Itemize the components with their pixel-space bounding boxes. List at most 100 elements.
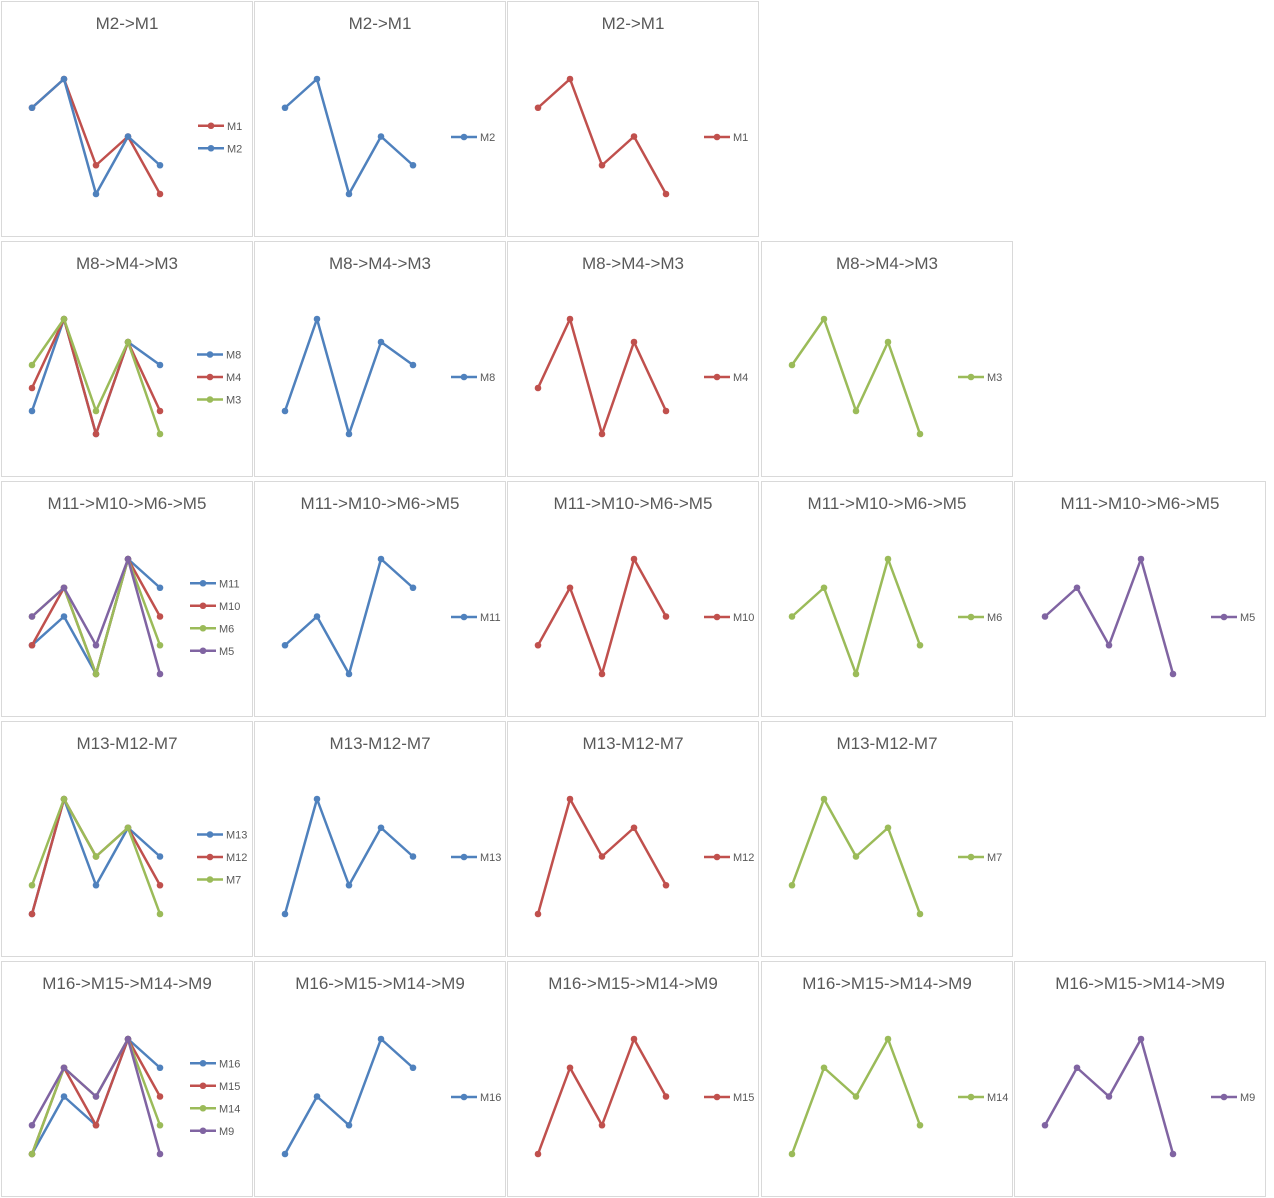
series-line-M11 [31,557,161,676]
legend-label-M7: M7 [226,875,241,887]
chart-panel: M11->M10->M6->M5 M10 [507,481,759,717]
chart-panel: M2->M1 M1 M2 [1,1,253,237]
legend-marker-M7 [206,876,214,883]
chart-title: M8->M4->M3 [75,254,179,273]
data-point-M12-4 [630,824,638,832]
line-chart: M15 [534,1035,754,1158]
legend-label-M4: M4 [733,372,748,384]
data-point-M14-1 [788,1150,796,1158]
legend-label-M13: M13 [480,852,501,864]
series-line-M6 [791,557,922,676]
data-point-M4-5 [156,407,164,415]
legend-marker-M16 [460,1093,468,1101]
chart-title: M11->M10->M6->M5 [1060,494,1220,513]
data-point-M11-2 [313,613,321,620]
chart-title: M11->M10->M6->M5 [807,494,967,513]
legend-marker-M11 [199,579,207,587]
chart-title: M13-M12-M7 [582,734,684,753]
data-point-M3-1 [28,361,36,369]
legend-marker-M14 [967,1093,975,1101]
line-chart: M8 [281,315,495,438]
line-chart: M16 [281,1035,501,1158]
data-point-M5-3 [1105,641,1113,649]
chart-title: M13-M12-M7 [329,734,431,753]
legend-marker-M12 [713,853,721,861]
legend-label-M11: M11 [219,578,240,590]
chart-panel: M16->M15->M14->M9 M14 [761,961,1013,1197]
chart-panel: M11->M10->M6->M5 M5 [1014,481,1266,717]
legend-marker-M1 [713,133,721,141]
data-point-M15-3 [598,1121,606,1129]
data-point-M8-2 [313,315,321,323]
legend-label-M4: M4 [226,372,241,384]
data-point-M3-2 [60,315,68,323]
series-line-M16 [283,1037,414,1155]
legend-marker-M6 [967,613,975,621]
data-point-M2-1 [28,104,36,112]
legend-label-M2: M2 [227,143,242,155]
legend-label-M9: M9 [219,1126,234,1138]
chart-panel: M2->M1 M2 [254,1,506,237]
legend-marker-M5 [1220,613,1228,621]
legend-label-M15: M15 [219,1081,240,1093]
data-point-M11-1 [281,641,289,649]
legend-marker-M3 [206,396,214,403]
line-chart: M2 [281,75,495,198]
chart-title: M13-M12-M7 [836,734,938,753]
data-point-M15-5 [662,1093,670,1100]
data-point-M1-5 [662,190,670,198]
legend-marker-M9 [199,1127,207,1135]
data-point-M5-4 [1137,555,1145,563]
legend-label-M6: M6 [987,612,1002,624]
data-point-M1-3 [598,161,606,169]
data-point-M5-1 [1041,613,1049,620]
legend-label-M5: M5 [219,646,234,658]
data-point-M6-5 [156,641,164,649]
data-point-M2-1 [281,104,289,112]
legend-label-M14: M14 [987,1092,1008,1104]
chart-panel: M16->M15->M14->M9 M16 M15 M14 M9 [1,961,253,1197]
chart-panel: M13-M12-M7 M13 M12 M7 [1,721,253,957]
data-point-M2-5 [156,161,164,169]
legend-label-M3: M3 [226,395,241,407]
data-point-M3-1 [788,361,796,369]
line-chart: M1 [534,75,748,198]
data-point-M15-1 [534,1150,542,1158]
data-point-M16-2 [313,1093,321,1100]
data-point-M1-4 [630,133,638,140]
data-point-M8-5 [409,361,417,369]
chart-title: M16->M15->M14->M9 [1055,974,1225,993]
series-line-M4 [536,317,668,436]
legend-marker-M2 [207,144,215,152]
data-point-M3-5 [156,430,164,438]
data-point-M4-4 [630,338,638,346]
data-point-M1-1 [534,104,542,112]
data-point-M2-5 [409,161,417,169]
legend-label-M10: M10 [733,612,754,624]
data-point-M9-5 [1169,1150,1177,1158]
data-point-M9-3 [92,1093,100,1100]
data-point-M6-3 [92,670,100,678]
legend-marker-M4 [713,373,721,381]
data-point-M11-2 [60,613,68,620]
data-point-M4-3 [92,430,100,438]
legend-label-M10: M10 [219,601,240,613]
legend-marker-M15 [713,1093,721,1101]
data-point-M2-3 [92,190,100,198]
legend-marker-M1 [207,122,215,130]
legend-marker-M10 [199,602,207,610]
line-chart: M11 M10 M6 M5 [28,555,240,678]
data-point-M6-5 [916,641,924,649]
chart-title: M8->M4->M3 [328,254,432,273]
series-line-M6 [31,557,162,676]
data-point-M15-4 [630,1035,638,1043]
chart-panel: M11->M10->M6->M5 M11 [254,481,506,717]
data-point-M2-2 [313,75,321,83]
legend-marker-M14 [199,1104,207,1112]
data-point-M13-1 [281,910,289,918]
chart-panel: M11->M10->M6->M5 M6 [761,481,1013,717]
legend-marker-M3 [967,373,975,381]
legend-marker-M13 [460,853,468,861]
data-point-M14-5 [156,1121,164,1129]
data-point-M5-5 [1169,670,1177,678]
